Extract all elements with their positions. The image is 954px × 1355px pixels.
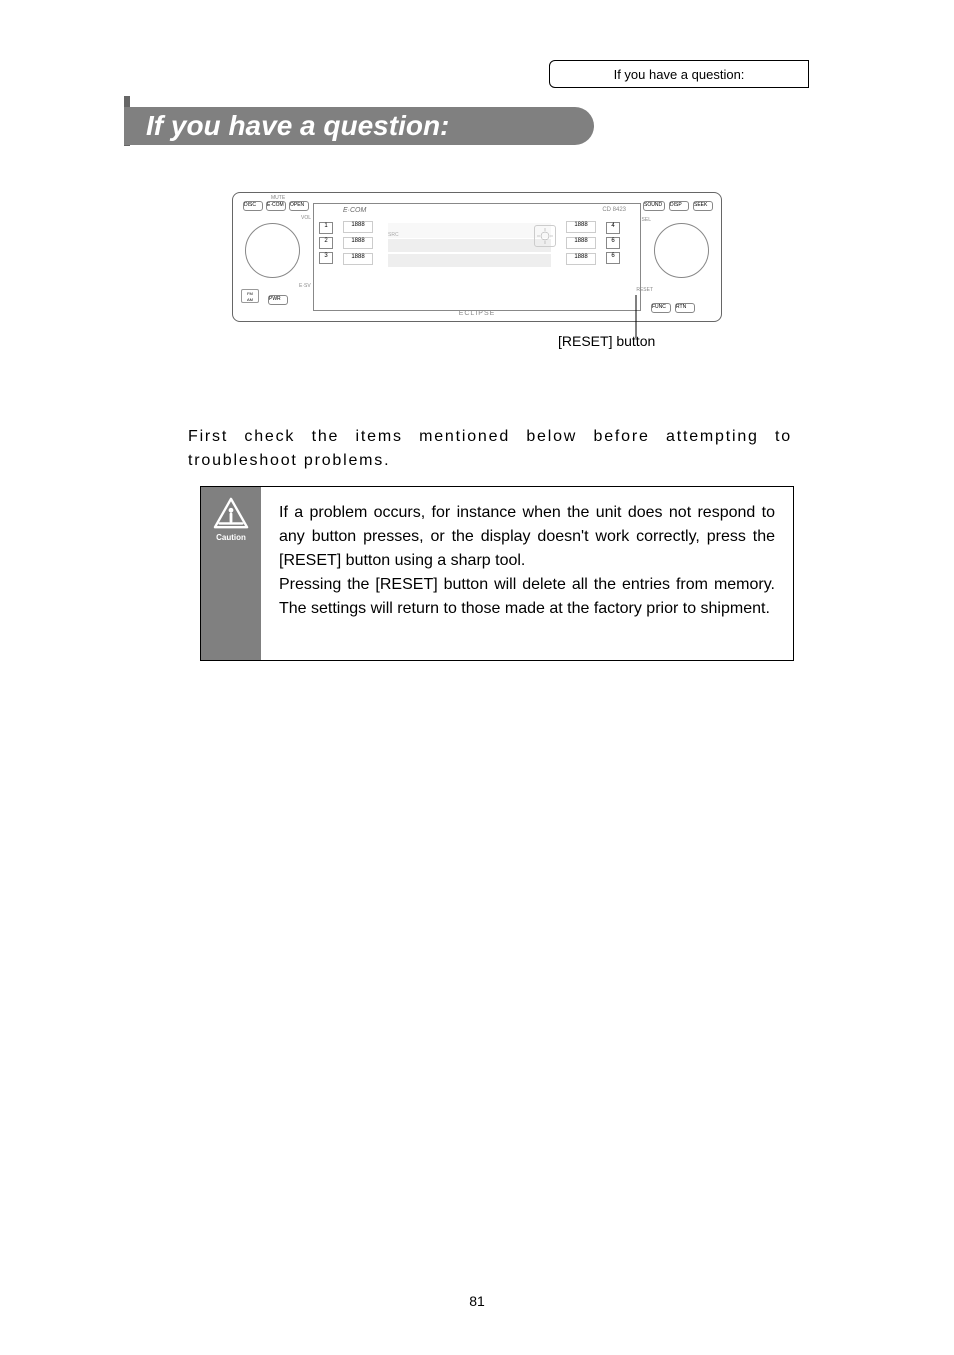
device-btn-open: OPEN [289, 201, 309, 211]
device-mute-label: MUTE [271, 195, 285, 201]
device-esv-label: E·SV [299, 283, 311, 289]
device-model-label: CD 8423 [602, 207, 626, 213]
device-num-5: 6 [606, 237, 620, 249]
device-right-numbers: 4 6 6 [606, 219, 620, 267]
device-knob-right [654, 223, 709, 278]
device-num-4: 4 [606, 222, 620, 234]
device-logo: ECLIPSE [459, 310, 496, 317]
device-btn-ecom: E·COM [266, 201, 286, 211]
caution-paragraph-1: If a problem occurs, for instance when t… [279, 501, 775, 573]
device-num-2: 2 [319, 237, 333, 249]
device-num-1: 1 [319, 222, 333, 234]
device-seg-4: 1888 [566, 221, 596, 233]
device-src-label: SRC [388, 232, 399, 238]
device-seg-6: 1888 [566, 253, 596, 265]
caution-box: Caution If a problem occurs, for instanc… [200, 486, 794, 661]
device-seg-3: 1888 [343, 253, 373, 265]
device-vol-label: VOL [301, 215, 311, 221]
device-display-row2 [388, 239, 551, 252]
device-left-numbers: 1 2 3 [319, 219, 333, 267]
device-seg-1: 1888 [343, 221, 373, 233]
header-tab-label: If you have a question: [614, 67, 745, 82]
device-display-area: 1888 1888 1888 1888 1888 1888 SRC [343, 221, 596, 271]
device-ecom-label: E·COM [343, 207, 366, 214]
caution-icon [212, 497, 250, 531]
device-btn-disp: DISP [669, 201, 689, 211]
device-btn-disc: DISC [243, 201, 263, 211]
header-tab: If you have a question: [549, 60, 809, 88]
device-fmam-label: FMAM [241, 289, 259, 303]
caution-icon-cell: Caution [201, 487, 261, 660]
intro-text: First check the items mentioned below be… [188, 425, 792, 473]
caution-paragraph-2: Pressing the [RESET] button will delete … [279, 573, 775, 621]
device-seg-2: 1888 [343, 237, 373, 249]
reset-button-label: [RESET] button [558, 333, 655, 349]
caution-label: Caution [216, 533, 246, 542]
device-seg-5: 1888 [566, 237, 596, 249]
page-number: 81 [469, 1293, 485, 1309]
title-bar: If you have a question: [124, 107, 594, 145]
device-btn-seek: SEEK [693, 201, 713, 211]
device-num-3: 3 [319, 252, 333, 264]
device-sel-label: SEL [642, 217, 651, 223]
device-display-row1: SRC [388, 223, 551, 238]
device-knob-left [245, 223, 300, 278]
caution-text: If a problem occurs, for instance when t… [261, 487, 793, 660]
device-display-row3 [388, 254, 551, 267]
device-weather-icon [534, 225, 556, 247]
device-btn-pwr: PWR [268, 295, 288, 305]
device-btn-sound: SOUND [643, 201, 665, 211]
device-btn-rtn: RTN [675, 303, 695, 313]
page-title: If you have a question: [146, 110, 449, 142]
device-num-6: 6 [606, 252, 620, 264]
